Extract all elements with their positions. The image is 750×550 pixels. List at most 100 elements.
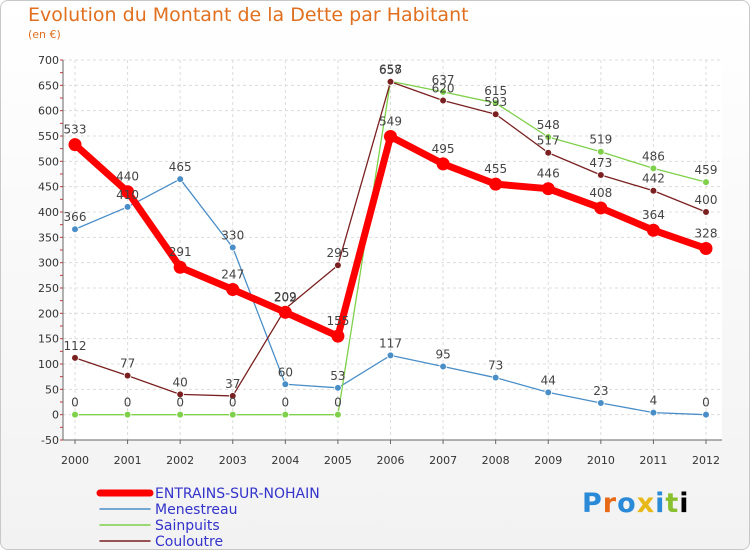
data-point <box>702 208 710 216</box>
data-label: 0 <box>176 396 184 410</box>
data-point <box>278 305 292 319</box>
data-point <box>649 408 658 417</box>
y-tick-label: 300 <box>38 257 59 270</box>
data-point <box>68 138 82 152</box>
data-point <box>331 329 345 343</box>
data-label: 95 <box>435 348 450 362</box>
data-point <box>334 384 342 392</box>
data-label: 615 <box>484 84 507 98</box>
data-label: 549 <box>379 115 402 129</box>
data-point <box>439 96 447 105</box>
x-tick-label: 2009 <box>534 454 562 467</box>
data-point <box>226 283 240 297</box>
data-label: 364 <box>642 208 665 222</box>
data-label: 4 <box>650 394 658 408</box>
data-point <box>123 203 132 211</box>
data-label: 548 <box>537 118 560 132</box>
data-point <box>649 164 658 173</box>
y-tick-label: 0 <box>52 409 59 422</box>
data-point <box>281 380 290 389</box>
data-label: 442 <box>642 172 665 186</box>
y-tick-label: 550 <box>38 130 59 143</box>
data-point <box>597 399 605 407</box>
data-label: 440 <box>116 170 139 184</box>
data-label: 247 <box>221 268 244 282</box>
data-point <box>489 177 503 191</box>
legend: ENTRAINS-SUR-NOHAINMenestreauSainpuitsCo… <box>96 486 320 550</box>
data-label: 0 <box>124 396 132 410</box>
data-label: 73 <box>488 359 503 373</box>
data-label: 117 <box>379 336 402 350</box>
data-point <box>228 410 237 419</box>
data-point <box>699 241 713 255</box>
data-label: 0 <box>702 396 710 410</box>
data-point <box>176 390 184 399</box>
data-point <box>544 388 553 397</box>
data-point <box>176 410 184 419</box>
chart-title: Evolution du Montant de la Dette par Hab… <box>28 4 469 26</box>
x-tick-label: 2008 <box>482 454 510 467</box>
x-tick-label: 2010 <box>587 454 615 467</box>
data-point <box>649 186 658 195</box>
y-tick-label: 500 <box>38 155 59 168</box>
data-label: 330 <box>221 228 244 242</box>
data-point <box>71 225 79 234</box>
data-label: 465 <box>169 160 192 174</box>
data-point <box>334 410 342 419</box>
data-label: 0 <box>71 396 79 410</box>
data-point <box>491 373 500 382</box>
legend-label: Couloutre <box>155 534 223 550</box>
data-label: 77 <box>120 357 135 371</box>
data-point <box>436 157 450 171</box>
data-point <box>702 410 710 419</box>
proxiti-logo: Proxiti <box>582 488 690 519</box>
data-label: 328 <box>695 226 718 240</box>
data-point <box>71 354 79 362</box>
data-point <box>544 148 553 157</box>
x-tick-label: 2002 <box>166 454 194 467</box>
series-points <box>68 77 713 419</box>
y-tick-label: 700 <box>38 54 59 67</box>
data-label: 593 <box>484 95 507 109</box>
x-tick-label: 2004 <box>271 454 299 467</box>
data-point <box>439 88 447 96</box>
data-point <box>702 178 710 186</box>
y-tick-label: 200 <box>38 307 59 320</box>
legend-label: Sainpuits <box>155 518 220 534</box>
data-label: 408 <box>589 186 612 200</box>
x-tick-label: 2006 <box>377 454 405 467</box>
x-tick-label: 2007 <box>429 454 457 467</box>
y-tick-label: 50 <box>45 383 59 396</box>
x-tick-label: 2005 <box>324 454 352 467</box>
data-point <box>597 147 605 156</box>
data-point <box>491 99 500 107</box>
data-label: 295 <box>326 246 349 260</box>
x-tick-label: 2012 <box>692 454 720 467</box>
data-label: 486 <box>642 149 665 163</box>
data-label: 112 <box>64 339 87 353</box>
data-label: 0 <box>334 396 342 410</box>
data-point <box>121 185 135 199</box>
data-label: 637 <box>432 73 455 87</box>
data-label: 517 <box>537 134 560 148</box>
y-tick-label: 400 <box>38 206 59 219</box>
data-label: 446 <box>537 167 560 181</box>
y-tick-label: 100 <box>38 358 59 371</box>
y-tick-label: 350 <box>38 231 59 244</box>
data-label: 410 <box>116 188 139 202</box>
data-label: 155 <box>326 314 349 328</box>
chart-subtitle: (en €) <box>28 28 61 41</box>
data-label: 209 <box>274 290 297 304</box>
y-tick-label: 650 <box>38 79 59 92</box>
data-point <box>386 351 395 360</box>
data-label: 40 <box>173 375 188 389</box>
y-tick-label: 250 <box>38 282 59 295</box>
data-point <box>228 243 237 252</box>
legend-label: ENTRAINS-SUR-NOHAIN <box>155 486 320 502</box>
data-label: 473 <box>589 156 612 170</box>
data-point <box>646 223 660 237</box>
data-point <box>173 260 187 274</box>
y-tick-label: 450 <box>38 181 59 194</box>
